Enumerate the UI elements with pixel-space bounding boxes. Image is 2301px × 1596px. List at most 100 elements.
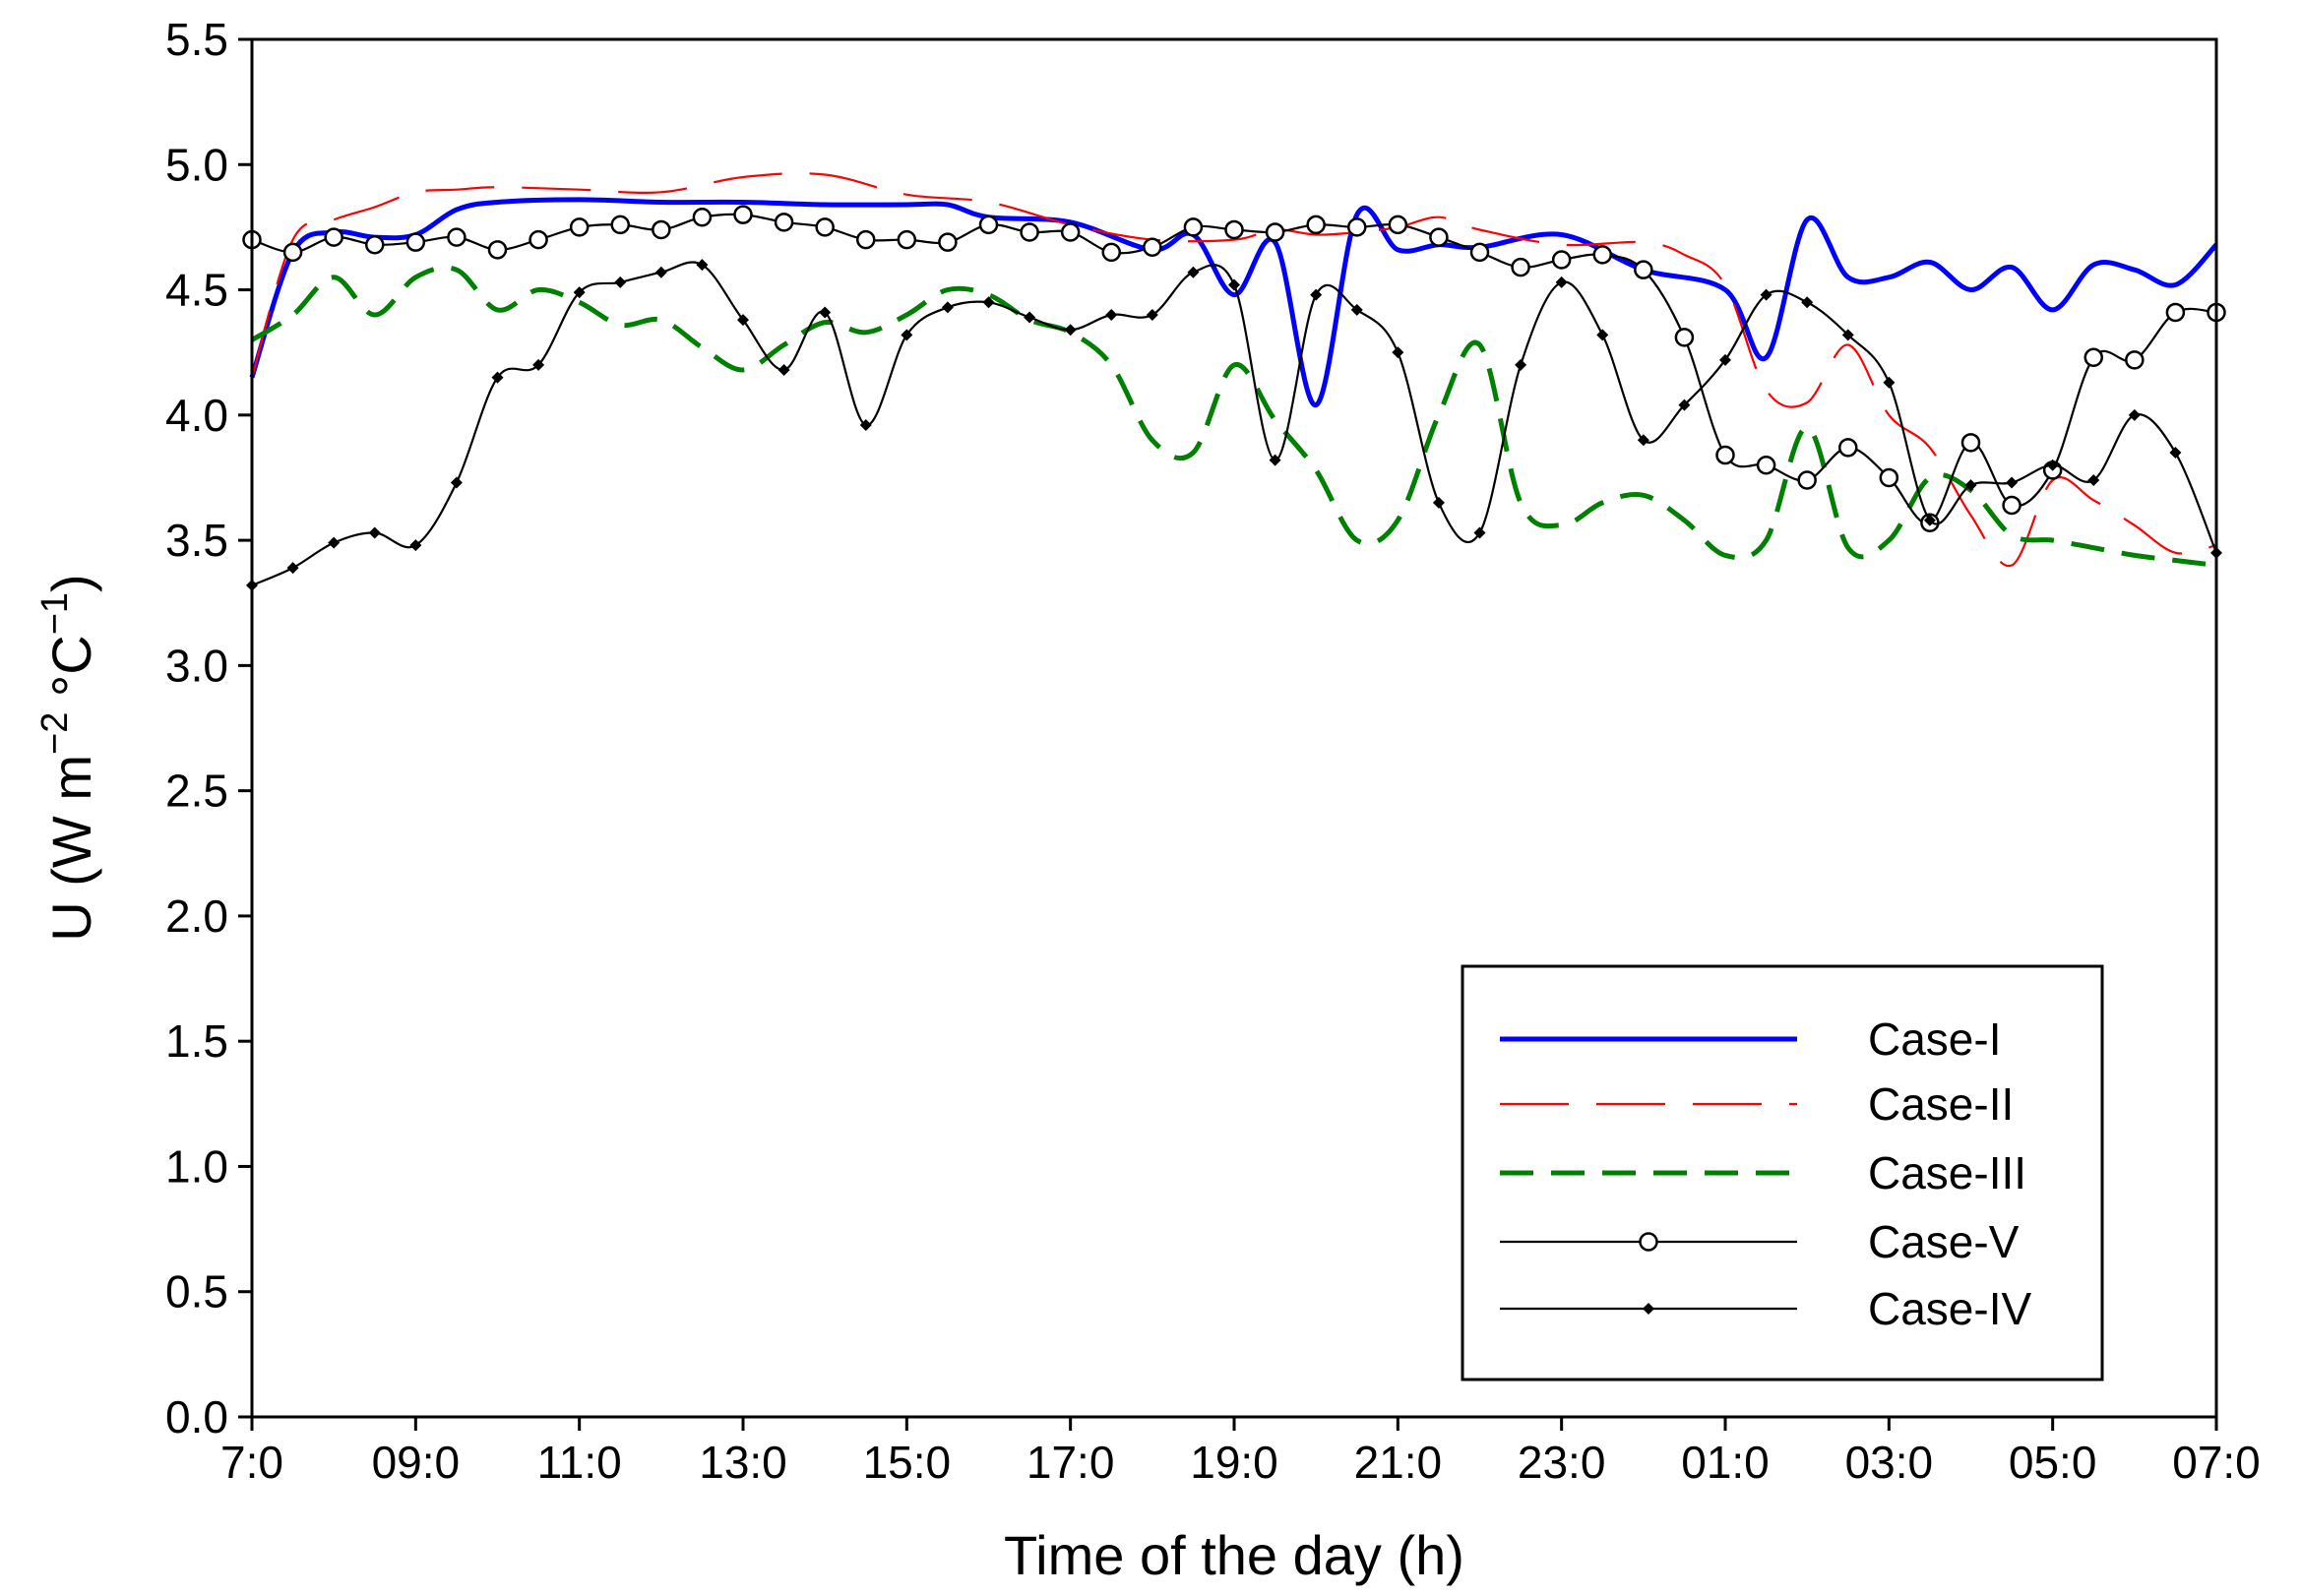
- data-point: [1265, 222, 1285, 242]
- data-point: [1838, 438, 1858, 458]
- data-point: [368, 526, 381, 539]
- legend-label: Case-III: [1868, 1147, 2026, 1198]
- data-point: [1101, 242, 1121, 263]
- data-point: [1310, 288, 1323, 301]
- series-case-i: [249, 197, 2218, 408]
- data-point: [1143, 237, 1162, 258]
- data-point: [774, 213, 794, 232]
- y-tick-label: 1.5: [165, 1015, 228, 1067]
- series-case-iii: [250, 265, 2217, 568]
- data-point: [1105, 309, 1118, 321]
- data-point: [819, 306, 832, 319]
- data-point: [1674, 328, 1695, 347]
- y-tick-label: 1.0: [165, 1140, 228, 1192]
- data-point: [1715, 445, 1735, 465]
- series-line: [250, 172, 2217, 568]
- data-point: [569, 217, 590, 237]
- legend-marker: [1643, 1303, 1654, 1315]
- data-point: [1596, 329, 1609, 341]
- data-point: [692, 207, 713, 227]
- y-tick-label: 4.0: [165, 390, 228, 441]
- data-point: [2128, 408, 2141, 421]
- data-point: [2165, 302, 2186, 323]
- x-tick-label: 21:0: [1354, 1437, 1443, 1488]
- y-tick-label: 2.0: [165, 890, 228, 942]
- data-point: [1347, 217, 1367, 237]
- data-point: [1551, 250, 1572, 270]
- data-point: [447, 227, 466, 247]
- x-tick-label: 19:0: [1190, 1437, 1278, 1488]
- data-point: [856, 229, 876, 250]
- data-point: [815, 217, 835, 237]
- data-point: [328, 536, 341, 549]
- data-point: [1024, 311, 1036, 324]
- legend-label: Case-V: [1868, 1216, 2020, 1267]
- series-layer: [242, 172, 2226, 591]
- y-tick-label: 0.0: [165, 1391, 228, 1443]
- data-point: [2169, 447, 2182, 459]
- data-point: [573, 286, 586, 299]
- data-point: [1883, 376, 1896, 389]
- y-tick-label: 0.5: [165, 1266, 228, 1318]
- data-point: [1841, 329, 1854, 341]
- x-tick-label: 03:0: [1845, 1437, 1934, 1488]
- x-tick-label: 7:0: [220, 1437, 283, 1488]
- data-point: [1187, 266, 1200, 278]
- legend-label: Case-II: [1868, 1078, 2014, 1130]
- data-point: [491, 371, 504, 384]
- data-point: [1879, 467, 1899, 488]
- data-point: [938, 232, 958, 252]
- data-point: [1923, 514, 1936, 526]
- y-axis-title-mid: °C: [40, 635, 102, 711]
- data-point: [1432, 496, 1445, 509]
- data-point: [654, 266, 667, 278]
- data-point: [1678, 399, 1691, 411]
- data-point: [1634, 260, 1653, 279]
- y-axis-title-sup2: −1: [34, 592, 76, 635]
- x-tick-label: 01:0: [1681, 1437, 1770, 1488]
- data-point: [1801, 296, 1814, 309]
- data-point: [450, 476, 463, 489]
- x-tick-label: 23:0: [1518, 1437, 1606, 1488]
- data-point: [1592, 245, 1612, 265]
- y-axis-title-end: ): [40, 574, 102, 592]
- data-point: [610, 215, 630, 235]
- data-point: [405, 232, 426, 252]
- data-point: [1020, 222, 1039, 242]
- data-point: [1388, 215, 1408, 235]
- data-point: [365, 234, 385, 255]
- data-point: [777, 364, 790, 376]
- y-tick-label: 3.0: [165, 640, 228, 691]
- legend-label: Case-I: [1868, 1013, 2001, 1065]
- legend-items: Case-I Case-II Case-III Case-V Case-IV: [1500, 1013, 2031, 1334]
- series-case-v: [242, 205, 2226, 533]
- data-point: [1224, 219, 1244, 240]
- legend: Case-I Case-II Case-III Case-V Case-IV: [1461, 964, 2104, 1381]
- y-tick-label: 3.5: [165, 515, 228, 566]
- data-point: [1719, 353, 1731, 366]
- x-tick-label: 05:0: [2009, 1437, 2097, 1488]
- data-point: [733, 205, 753, 224]
- y-axis-title-main: U (W m: [40, 755, 102, 942]
- series-line: [249, 197, 2218, 408]
- data-point: [1350, 303, 1363, 316]
- data-point: [1515, 358, 1527, 371]
- series-line: [250, 265, 2217, 568]
- data-point: [1429, 227, 1449, 247]
- data-point: [941, 301, 954, 314]
- data-point: [1469, 242, 1490, 263]
- data-point: [1306, 215, 1326, 235]
- legend-marker: [1639, 1232, 1658, 1252]
- data-point: [2125, 350, 2145, 370]
- x-tick-label: 13:0: [699, 1437, 787, 1488]
- data-point: [1473, 526, 1486, 539]
- y-tick-label: 5.5: [165, 14, 228, 65]
- x-tick-label: 17:0: [1026, 1437, 1115, 1488]
- series-case-ii: [250, 172, 2217, 568]
- data-point: [1555, 276, 1568, 288]
- data-point: [282, 242, 303, 263]
- data-point: [1064, 324, 1077, 337]
- data-point: [897, 229, 917, 250]
- y-tick-label: 5.0: [165, 139, 228, 190]
- data-point: [2006, 476, 2019, 489]
